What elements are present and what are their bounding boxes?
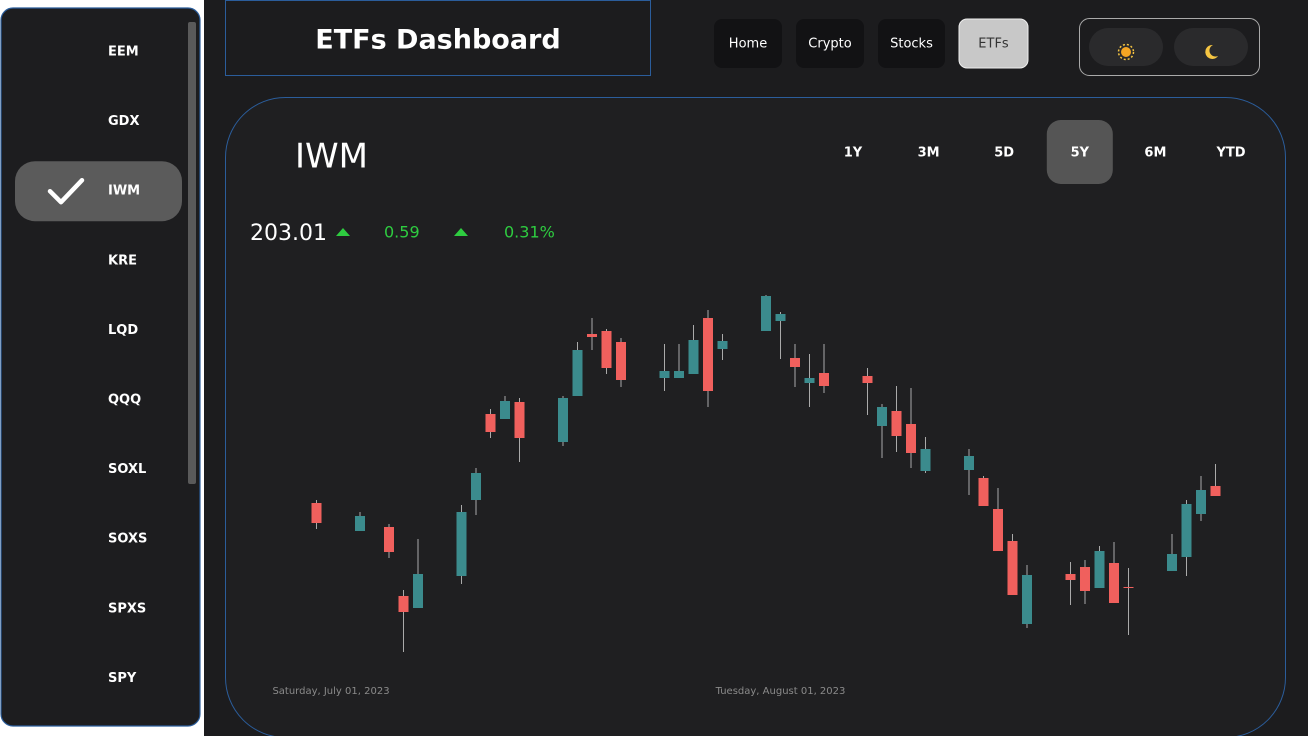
candle-body <box>761 296 771 331</box>
symbol: IWM <box>295 137 368 177</box>
candle-body <box>1109 563 1119 603</box>
sidebar-item[interactable]: SOXS <box>108 532 147 547</box>
candle-body <box>413 574 423 608</box>
candle-body <box>601 331 612 368</box>
nav-button[interactable] <box>958 18 1029 69</box>
nav-label[interactable]: ETFs <box>978 37 1009 52</box>
header-box <box>225 0 651 76</box>
candle-body <box>804 378 815 383</box>
check-icon <box>47 177 85 205</box>
moon-icon <box>1205 44 1218 59</box>
candle-body <box>920 449 931 471</box>
range-button[interactable]: 5D <box>994 146 1014 161</box>
candle-body <box>993 509 1003 551</box>
candle-body <box>688 340 699 374</box>
sun-icon <box>1117 43 1135 61</box>
candle-body <box>572 350 583 396</box>
dark-button[interactable] <box>1174 28 1248 66</box>
price: 203.01 <box>250 221 327 246</box>
x-tick-label: Saturday, July 01, 2023 <box>272 686 389 697</box>
change-pct: 0.31% <box>504 223 555 242</box>
candle-body <box>616 342 626 380</box>
header-title: ETFs Dashboard <box>315 25 560 56</box>
candle-body <box>1007 541 1018 595</box>
range-buttons: 1Y 3M 5D 5Y 6M YTD <box>844 120 1246 184</box>
candle-body <box>456 512 467 576</box>
candle-body <box>485 414 496 432</box>
candle-body <box>1210 486 1221 496</box>
selected-pill[interactable] <box>15 161 182 222</box>
range-button[interactable]: 1Y <box>844 146 863 161</box>
sidebar-item[interactable]: QQQ <box>108 393 141 408</box>
candle-body <box>1167 554 1177 571</box>
candle-body <box>775 314 786 321</box>
theme-toggle <box>1079 18 1260 76</box>
up-arrow <box>336 228 350 236</box>
candle-body <box>1080 567 1090 591</box>
candle-body <box>587 334 597 337</box>
range-button[interactable]: 6M <box>1144 146 1166 161</box>
candle-body <box>819 373 829 386</box>
candle-body <box>717 341 728 349</box>
candle-body <box>384 527 394 552</box>
x-tick-label: Tuesday, August 01, 2023 <box>715 686 846 697</box>
nav-button[interactable] <box>796 19 864 68</box>
range-button[interactable]: 3M <box>918 146 940 161</box>
chart-panel <box>225 97 1286 736</box>
sidebar-item[interactable]: KRE <box>108 253 137 268</box>
candle-body <box>703 318 713 391</box>
sidebar-list: EEM GDX IWM KRE LQD QQQ SOXL SOXS SPXS SPY <box>15 45 182 686</box>
sidebar-item[interactable]: GDX <box>108 114 139 129</box>
nav-label[interactable]: Home <box>729 37 767 52</box>
candle-body <box>877 407 887 426</box>
nav: Home Crypto Stocks ETFs <box>714 18 1029 69</box>
candlestick-chart: Saturday, July 01, 2023 Tuesday, August 0… <box>272 295 1221 697</box>
candle-body <box>1022 575 1032 624</box>
sidebar <box>0 7 201 727</box>
candle-body <box>674 371 684 378</box>
candle-body <box>978 478 989 506</box>
sidebar-item[interactable]: SOXL <box>108 462 146 477</box>
nav-label[interactable]: Crypto <box>808 37 851 52</box>
range-button[interactable]: YTD <box>1215 146 1245 161</box>
candle-body <box>790 358 800 367</box>
candle-body <box>311 503 322 523</box>
candle-body <box>1181 504 1192 557</box>
change: 0.59 <box>384 223 420 242</box>
candle-body <box>558 398 568 442</box>
candle-body <box>471 473 481 500</box>
candle-body <box>1123 587 1134 588</box>
sidebar-item[interactable]: SPXS <box>108 601 146 616</box>
nav-button[interactable] <box>878 19 945 68</box>
sidebar-item[interactable]: EEM <box>108 45 139 60</box>
candle-body <box>355 516 365 531</box>
candle-body <box>1094 551 1105 588</box>
candle-body <box>891 411 902 436</box>
candle-body <box>906 424 916 453</box>
candle-body <box>398 596 409 612</box>
range-active[interactable] <box>1046 120 1113 184</box>
candle-body <box>862 376 873 383</box>
sidebar-item[interactable]: IWM <box>108 184 140 199</box>
sidebar-item[interactable]: LQD <box>108 323 138 338</box>
nav-label[interactable]: Stocks <box>890 37 933 52</box>
nav-button[interactable] <box>714 19 782 68</box>
sidebar-item[interactable]: SPY <box>108 671 137 686</box>
candle-body <box>1196 490 1206 514</box>
candle-body <box>500 401 510 419</box>
candle-body <box>964 456 974 470</box>
up-arrow <box>454 228 468 236</box>
candle-body <box>1065 574 1076 580</box>
range-button[interactable]: 5Y <box>1071 146 1090 161</box>
candle-body <box>659 371 670 378</box>
candle-body <box>514 402 525 438</box>
scrollbar[interactable] <box>188 22 196 484</box>
